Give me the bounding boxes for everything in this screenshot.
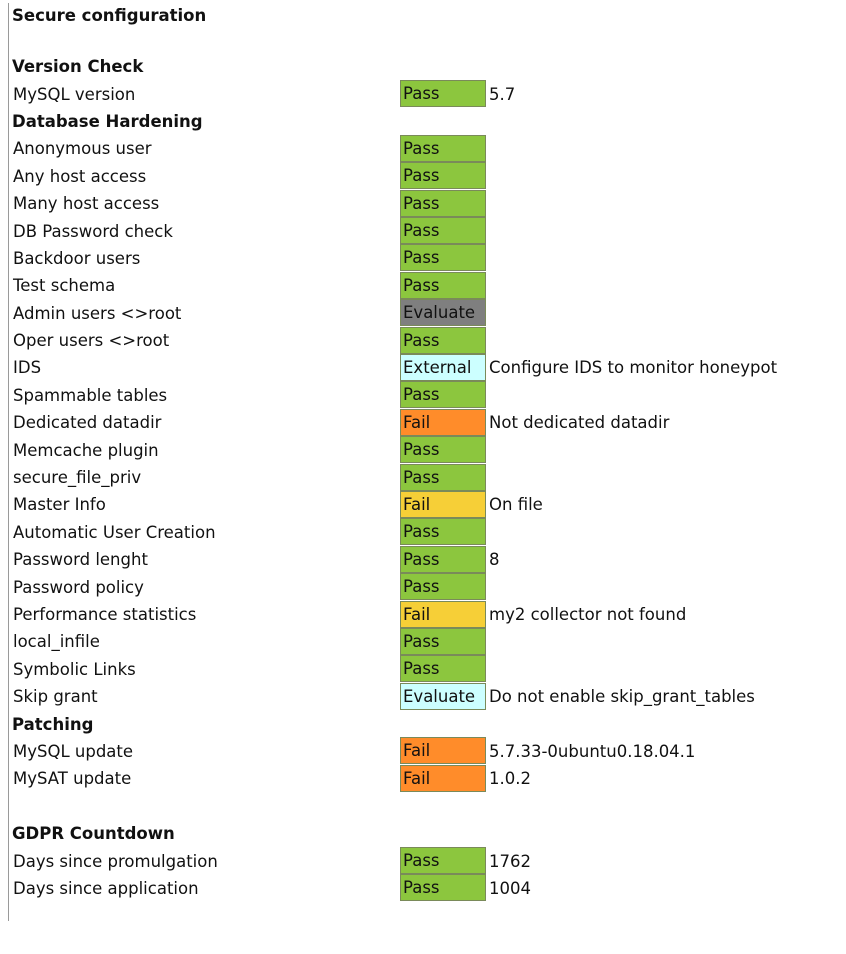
status-badge: Pass — [400, 627, 486, 655]
check-value: Do not enable skip_grant_tables — [489, 687, 755, 707]
check-value: 5.7.33-0ubuntu0.18.04.1 — [489, 741, 696, 761]
status-badge: Evaluate — [400, 682, 486, 710]
status-badge: Pass — [400, 271, 486, 299]
check-label: Spammable tables — [13, 385, 168, 405]
check-label: Anonymous user — [13, 139, 152, 159]
spacer — [12, 793, 842, 820]
status-badge: Pass — [400, 162, 486, 190]
check-label: IDS — [13, 358, 42, 378]
check-row: Master Info Fail On file — [12, 490, 842, 518]
check-label: Automatic User Creation — [13, 522, 216, 542]
check-label: Backdoor users — [13, 248, 141, 268]
check-label: secure_file_priv — [13, 468, 142, 488]
status-badge: Pass — [400, 189, 486, 217]
section-heading: Patching — [12, 714, 94, 734]
check-row: local_infile Pass — [12, 627, 842, 655]
status-badge: Fail — [400, 737, 486, 765]
check-row: Anonymous user Pass — [12, 134, 842, 162]
check-value: 1004 — [489, 878, 531, 898]
report-frame: Secure configuration Version Check MySQL … — [8, 3, 842, 921]
check-row: DB Password check Pass — [12, 217, 842, 245]
page-title: Secure configuration — [12, 6, 207, 25]
check-row: MySAT update Fail 1.0.2 — [12, 764, 842, 792]
check-value: Not dedicated datadir — [489, 413, 670, 433]
check-row: Performance statistics Fail my2 collector … — [12, 600, 842, 628]
check-row: Password policy Pass — [12, 573, 842, 601]
status-badge: Pass — [400, 545, 486, 573]
check-row: Days since promulgation Pass 1762 — [12, 847, 842, 875]
status-badge: Fail — [400, 408, 486, 436]
check-label: MySQL version — [13, 84, 136, 104]
status-badge: Pass — [400, 244, 486, 272]
section-heading: GDPR Countdown — [12, 824, 175, 844]
check-row: Symbolic Links Pass — [12, 655, 842, 683]
check-label: Performance statistics — [13, 605, 197, 624]
status-badge: External — [400, 353, 486, 381]
check-value: 5.7 — [489, 84, 516, 104]
report-table: Version Check MySQL version Pass 5.7 Databas… — [12, 53, 842, 902]
check-row: MySQL version Pass 5.7 — [12, 80, 842, 108]
check-label: Password lenght — [13, 550, 148, 570]
status-badge: Pass — [400, 847, 486, 875]
status-badge: Fail — [400, 600, 486, 628]
check-row: Admin users <>root Evaluate — [12, 299, 842, 327]
check-label: local_infile — [13, 632, 100, 652]
check-value: my2 collector not found — [489, 605, 687, 624]
check-label: Many host access — [13, 194, 160, 214]
status-badge: Evaluate — [400, 299, 486, 327]
check-row: Many host access Pass — [12, 189, 842, 217]
check-label: DB Password check — [13, 221, 173, 241]
check-row: Oper users <>root Pass — [12, 326, 842, 354]
check-label: Test schema — [13, 276, 116, 296]
status-badge: Fail — [400, 764, 486, 792]
check-row: Days since application Pass 1004 — [12, 874, 842, 902]
check-label: MySQL update — [13, 741, 134, 761]
section-heading: Version Check — [12, 57, 144, 77]
spacer — [12, 28, 842, 53]
status-badge: Fail — [400, 490, 486, 518]
check-label: Master Info — [13, 495, 106, 515]
check-label: Symbolic Links — [13, 659, 136, 679]
check-row: secure_file_priv Pass — [12, 463, 842, 491]
status-badge: Pass — [400, 217, 486, 245]
check-value: Configure IDS to monitor honeypot — [489, 358, 778, 378]
section-heading: Database Hardening — [12, 111, 203, 131]
check-value: 1.0.2 — [489, 769, 531, 789]
check-value: On file — [489, 495, 543, 515]
check-label: Password policy — [13, 577, 144, 597]
check-row: Skip grant Evaluate Do not enable skip_gra… — [12, 682, 842, 710]
check-row: Any host access Pass — [12, 162, 842, 190]
check-row: Test schema Pass — [12, 271, 842, 299]
check-label: Skip grant — [13, 687, 98, 707]
check-value: 1762 — [489, 851, 531, 871]
status-badge: Pass — [400, 80, 486, 108]
check-value: 8 — [489, 550, 500, 570]
check-label: MySAT update — [13, 769, 132, 789]
status-badge: Pass — [400, 436, 486, 464]
check-label: Days since promulgation — [13, 851, 218, 871]
status-badge: Pass — [400, 874, 486, 902]
check-label: Admin users <>root — [13, 303, 182, 323]
check-row: Spammable tables Pass — [12, 381, 842, 409]
check-row: Password lenght Pass 8 — [12, 545, 842, 573]
check-label: Dedicated datadir — [13, 413, 162, 433]
status-badge: Pass — [400, 463, 486, 491]
check-row: MySQL update Fail 5.7.33-0ubuntu0.18.04.1 — [12, 737, 842, 765]
status-badge: Pass — [400, 573, 486, 601]
check-row: Dedicated datadir Fail Not dedicated datad… — [12, 408, 842, 436]
check-row: Backdoor users Pass — [12, 244, 842, 272]
check-label: Oper users <>root — [13, 331, 170, 351]
check-row: Memcache plugin Pass — [12, 436, 842, 464]
status-badge: Pass — [400, 326, 486, 354]
check-label: Days since application — [13, 878, 199, 898]
check-label: Any host access — [13, 166, 147, 186]
status-badge: Pass — [400, 518, 486, 546]
check-row: Automatic User Creation Pass — [12, 518, 842, 546]
check-row: IDS External Configure IDS to monitor hone… — [12, 353, 842, 381]
status-badge: Pass — [400, 381, 486, 409]
check-label: Memcache plugin — [13, 440, 159, 460]
status-badge: Pass — [400, 655, 486, 683]
status-badge: Pass — [400, 134, 486, 162]
